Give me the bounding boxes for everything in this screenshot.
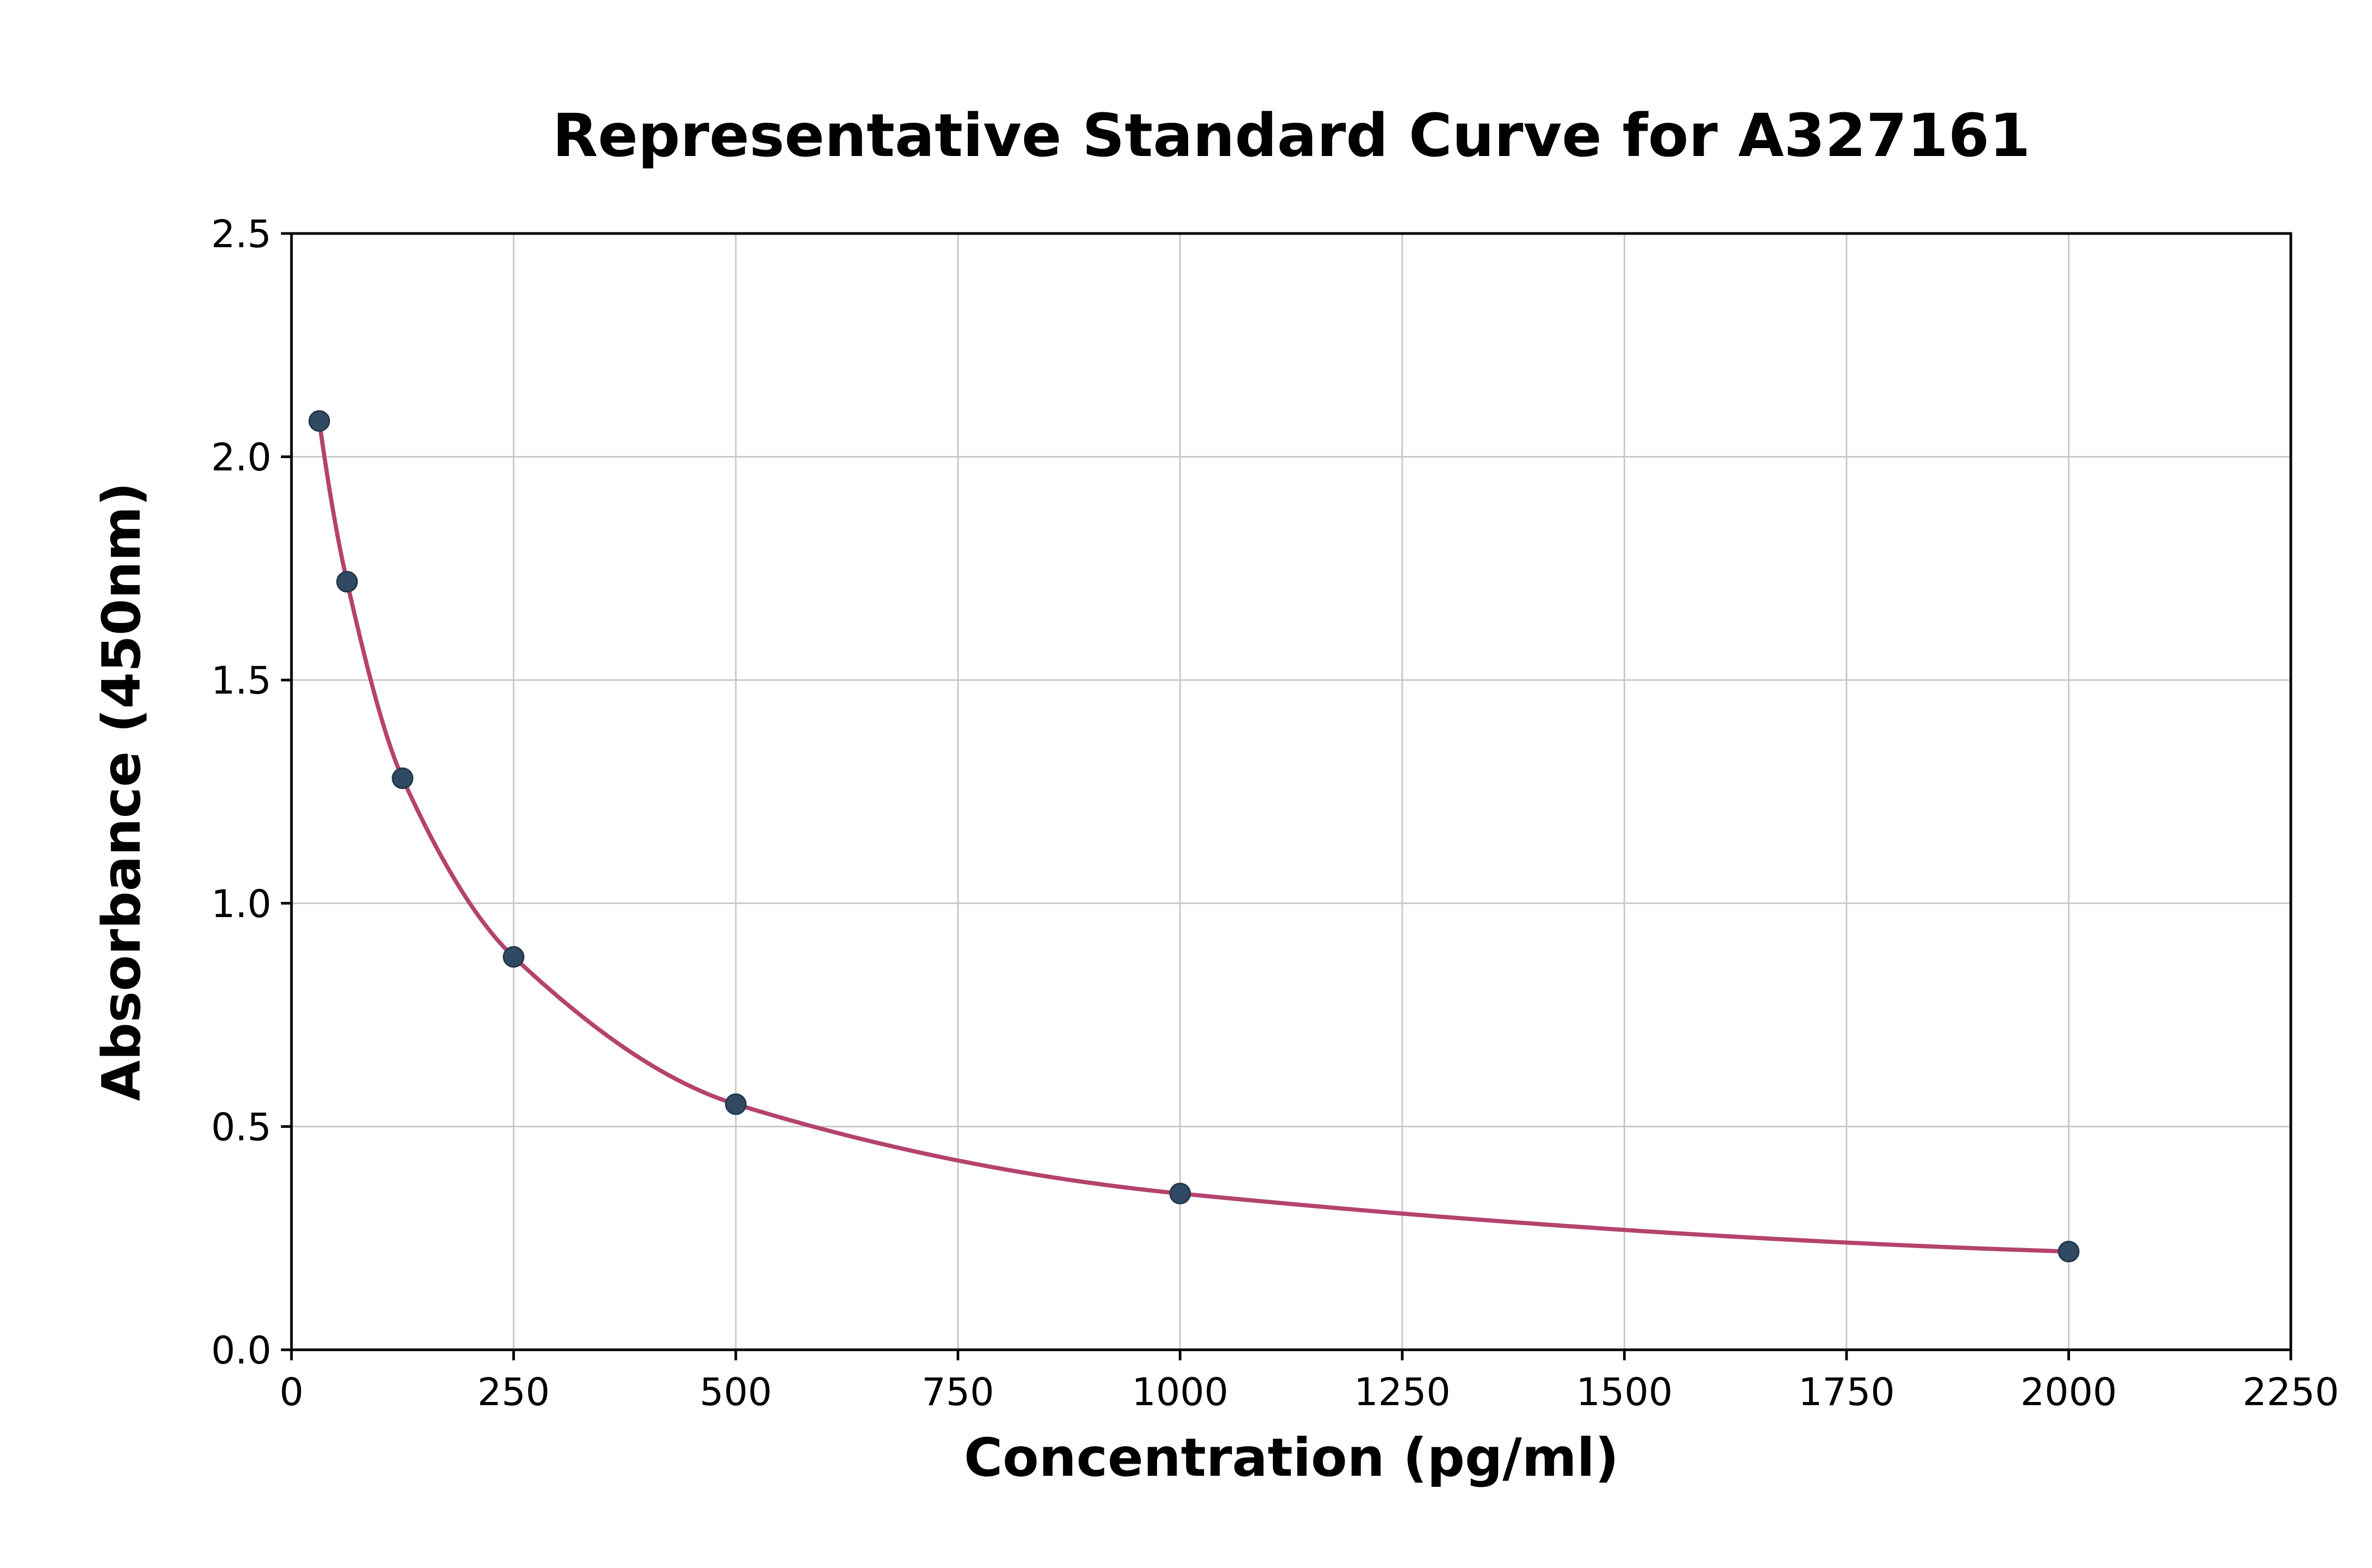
axis-spines <box>290 232 2292 1351</box>
x-tick-label: 750 <box>922 1370 994 1414</box>
data-point <box>308 410 330 432</box>
data-point <box>336 571 358 593</box>
axes <box>290 232 2292 1351</box>
y-axis-label: Absorbance (450nm) <box>91 482 152 1101</box>
x-axis-label: Concentration (pg/ml) <box>964 1427 1619 1488</box>
y-tick-label: 2.5 <box>211 212 271 256</box>
x-tick-label: 1500 <box>1576 1370 1673 1414</box>
data-point <box>392 767 414 790</box>
x-tick-label: 2000 <box>2020 1370 2117 1414</box>
y-tick-label: 1.0 <box>211 882 271 926</box>
x-tick-label: 500 <box>699 1370 772 1414</box>
data-points <box>308 410 2080 1263</box>
x-tick-label: 1000 <box>1132 1370 1228 1414</box>
fit-curve <box>317 418 2071 1254</box>
data-point <box>1169 1183 1191 1204</box>
tick-labels: 0 250 500 750 1000 1250 1500 1750 2000 2250 0.0 0.5… <box>211 212 2339 1414</box>
y-tick-label: 1.5 <box>211 658 271 703</box>
x-tick-label: 0 <box>279 1370 304 1414</box>
grid-lines <box>290 232 2292 1351</box>
x-tick-label: 1750 <box>1798 1370 1894 1414</box>
x-tick-label: 1250 <box>1354 1370 1451 1414</box>
data-point <box>2058 1241 2080 1263</box>
y-tick-label: 0.0 <box>211 1328 271 1372</box>
y-tick-label: 2.0 <box>211 435 271 480</box>
tick-marks <box>281 232 2292 1360</box>
data-point <box>502 946 524 968</box>
x-tick-label: 250 <box>478 1370 550 1414</box>
data-point <box>725 1093 747 1115</box>
chart-title: Representative Standard Curve for A32716… <box>552 102 2030 170</box>
y-tick-label: 0.5 <box>211 1105 271 1149</box>
x-tick-label: 2250 <box>2242 1370 2339 1414</box>
